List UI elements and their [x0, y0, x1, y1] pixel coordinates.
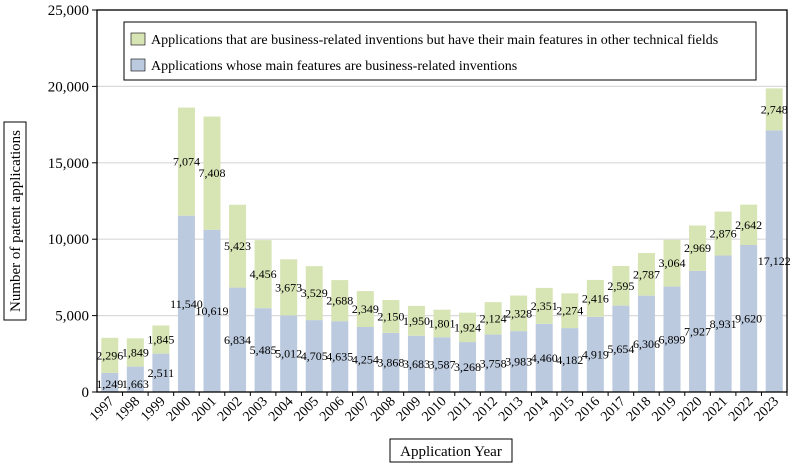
- x-axis-title: Application Year: [390, 439, 512, 462]
- data-label-main-features: 6,899: [659, 332, 686, 346]
- legend-swatch-main-features: [131, 59, 145, 71]
- y-tick-label: 15,000: [48, 156, 89, 172]
- data-label-main-features: 5,012: [275, 347, 302, 361]
- x-tick-label: 2001: [189, 394, 219, 424]
- data-label-main-features: 8,931: [710, 317, 737, 331]
- data-label-main-features: 3,683: [403, 357, 430, 371]
- data-label-other-fields: 5,423: [224, 239, 251, 253]
- data-label-main-features: 3,268: [454, 360, 481, 374]
- data-label-main-features: 1,663: [122, 377, 149, 391]
- data-label-other-fields: 2,351: [531, 299, 558, 313]
- legend-swatch-other-fields: [131, 33, 145, 45]
- data-label-main-features: 7,927: [684, 324, 711, 338]
- x-tick-label: 2002: [215, 394, 245, 424]
- data-label-other-fields: 2,787: [633, 267, 660, 281]
- x-tick-label: 2010: [419, 394, 449, 424]
- x-tick-label: 2020: [675, 394, 705, 424]
- data-label-other-fields: 7,408: [199, 166, 226, 180]
- data-label-other-fields: 1,801: [429, 316, 456, 330]
- data-label-other-fields: 1,924: [454, 320, 481, 334]
- x-tick-label: 2019: [649, 394, 679, 424]
- data-label-main-features: 17,122: [758, 254, 791, 268]
- x-tick-label: 2016: [573, 394, 603, 424]
- data-label-other-fields: 3,673: [275, 280, 302, 294]
- data-label-main-features: 4,635: [326, 350, 353, 364]
- x-axis-title-text: Application Year: [400, 444, 502, 460]
- data-label-main-features: 9,620: [735, 312, 762, 326]
- data-label-other-fields: 1,845: [147, 333, 174, 347]
- data-label-other-fields: 3,064: [659, 256, 686, 270]
- data-label-other-fields: 1,849: [122, 345, 149, 359]
- data-label-main-features: 5,485: [250, 343, 277, 357]
- y-tick-label: 10,000: [48, 232, 89, 248]
- x-tick-label: 2023: [752, 394, 782, 424]
- x-tick-label: 2008: [368, 394, 398, 424]
- data-label-other-fields: 2,748: [761, 102, 788, 116]
- data-label-main-features: 4,919: [582, 347, 609, 361]
- bars: [101, 88, 782, 392]
- x-tick-label: 2017: [598, 394, 628, 424]
- x-tick-label: 2006: [317, 394, 347, 424]
- data-label-other-fields: 2,328: [505, 306, 532, 320]
- data-label-other-fields: 1,950: [403, 314, 430, 328]
- data-label-main-features: 4,254: [352, 352, 379, 366]
- x-tick-label: 1999: [138, 394, 168, 424]
- data-label-main-features: 4,460: [531, 351, 558, 365]
- data-label-main-features: 4,705: [301, 349, 328, 363]
- x-tick-label: 2013: [496, 394, 526, 424]
- data-label-main-features: 4,182: [556, 353, 583, 367]
- data-label-main-features: 6,834: [224, 333, 251, 347]
- x-tick-label: 2022: [726, 394, 756, 424]
- y-axis-title-text: Number of patent applications: [8, 130, 24, 312]
- x-tick-label: 2018: [624, 394, 654, 424]
- x-tick-label: 1998: [113, 394, 143, 424]
- x-tick-label: 2012: [471, 394, 501, 424]
- x-tick-label: 2011: [445, 394, 475, 424]
- x-tick-label: 2005: [292, 394, 322, 424]
- data-label-other-fields: 2,969: [684, 241, 711, 255]
- data-label-other-fields: 2,150: [377, 309, 404, 323]
- x-tick-label: 2003: [241, 394, 271, 424]
- data-label-other-fields: 3,529: [301, 286, 328, 300]
- x-tick-label: 2021: [701, 394, 731, 424]
- x-tick-label: 2004: [266, 394, 296, 424]
- data-label-other-fields: 2,274: [556, 304, 583, 318]
- x-tick-label: 2014: [522, 394, 552, 424]
- legend: Applications that are business-related i…: [124, 22, 756, 80]
- x-tick-label: 1997: [87, 394, 117, 424]
- data-label-main-features: 3,587: [429, 358, 456, 372]
- x-tick-label: 2015: [547, 394, 577, 424]
- data-label-other-fields: 4,456: [250, 267, 277, 281]
- data-label-other-fields: 2,296: [96, 348, 123, 362]
- data-label-main-features: 2,511: [148, 366, 175, 380]
- data-label-other-fields: 2,416: [582, 291, 609, 305]
- data-label-main-features: 5,654: [607, 342, 634, 356]
- data-label-other-fields: 2,595: [607, 279, 634, 293]
- data-label-main-features: 10,619: [196, 304, 229, 318]
- data-label-other-fields: 7,074: [173, 155, 200, 169]
- data-label-main-features: 1,249: [96, 377, 123, 391]
- y-tick-label: 5,000: [55, 309, 89, 325]
- legend-label-other-fields: Applications that are business-related i…: [151, 33, 718, 48]
- x-tick-label: 2007: [343, 394, 373, 424]
- data-label-other-fields: 2,349: [352, 302, 379, 316]
- data-label-other-fields: 2,876: [710, 227, 737, 241]
- data-label-main-features: 3,868: [377, 355, 404, 369]
- y-axis-title: Number of patent applications: [4, 122, 26, 320]
- data-label-main-features: 3,983: [505, 355, 532, 369]
- y-tick-label: 20,000: [48, 79, 89, 95]
- data-label-other-fields: 2,124: [480, 311, 507, 325]
- y-tick-label: 0: [82, 385, 90, 401]
- data-label-other-fields: 2,688: [326, 294, 353, 308]
- data-label-main-features: 3,758: [480, 356, 507, 370]
- legend-label-main-features: Applications whose main features are bus…: [151, 59, 517, 74]
- x-tick-label: 2000: [164, 394, 194, 424]
- data-label-main-features: 6,306: [633, 337, 660, 351]
- x-tick-label: 2009: [394, 394, 424, 424]
- y-tick-label: 25,000: [48, 3, 89, 19]
- data-label-other-fields: 2,642: [735, 218, 762, 232]
